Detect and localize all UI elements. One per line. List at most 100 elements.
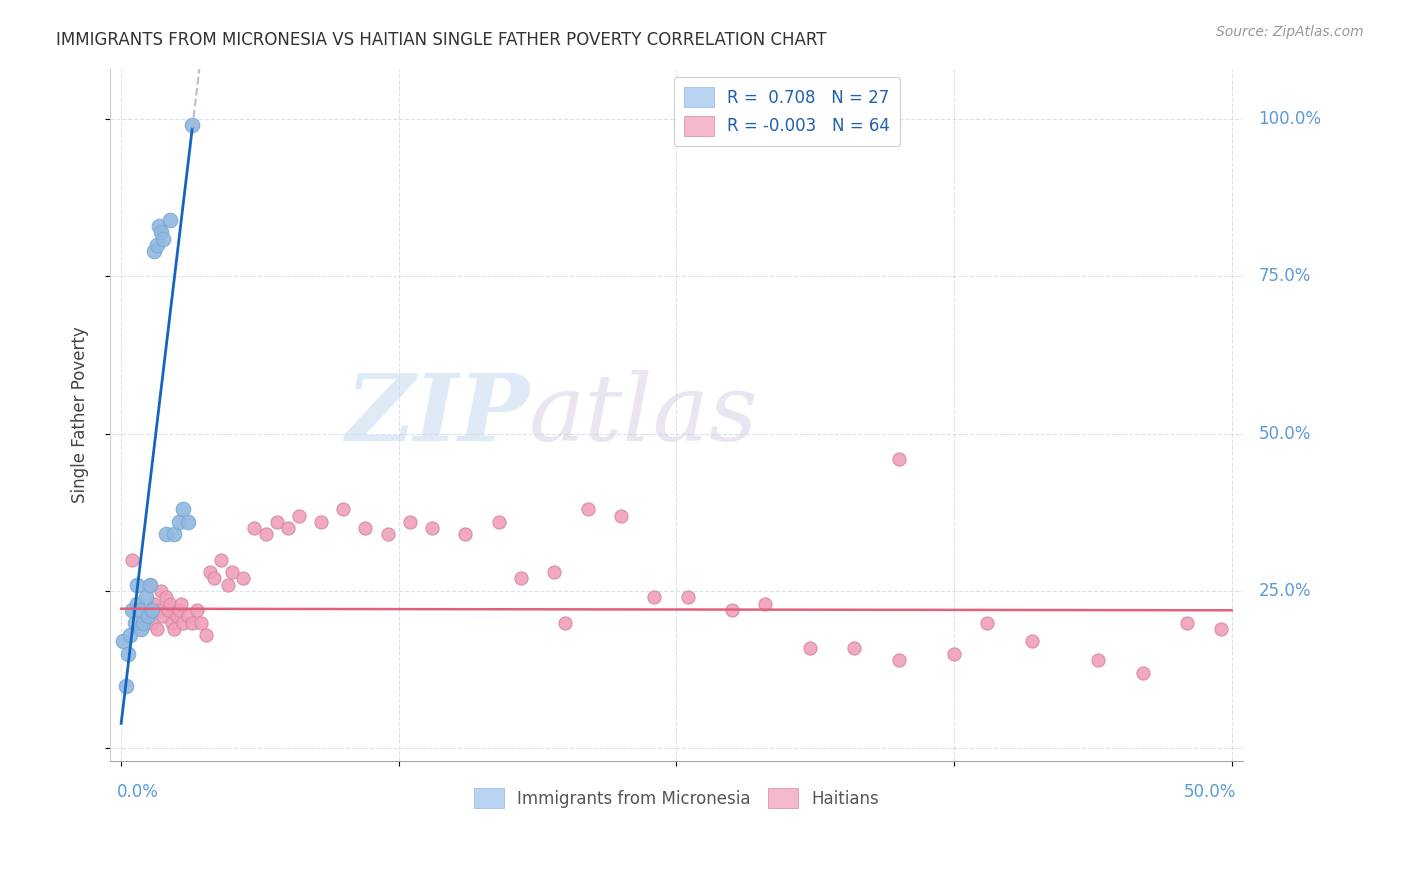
Point (132, 615, 155, 630)
Point (156, 603, 179, 617)
Point (139, 578, 162, 592)
Point (145, 622, 167, 636)
Point (454, 527, 477, 541)
Point (112, 634, 135, 648)
Point (132, 615, 155, 630)
Point (243, 521, 266, 535)
Point (152, 231, 174, 245)
Point (186, 603, 208, 617)
Point (266, 515, 288, 529)
Text: 75.0%: 75.0% (1258, 268, 1310, 285)
Point (543, 565, 565, 579)
Point (721, 603, 744, 617)
Point (799, 640, 821, 655)
Point (141, 615, 163, 630)
Point (181, 118, 204, 132)
Point (209, 552, 232, 566)
Point (887, 653, 910, 667)
Point (754, 597, 776, 611)
Point (610, 508, 633, 523)
Point (976, 615, 998, 630)
Text: 50.0%: 50.0% (1184, 783, 1236, 801)
Point (309, 515, 332, 529)
Point (143, 244, 166, 259)
Point (943, 647, 966, 661)
Point (887, 451, 910, 466)
Point (377, 527, 399, 541)
Point (143, 597, 166, 611)
Point (488, 515, 510, 529)
Point (155, 591, 177, 605)
Point (510, 572, 533, 586)
Point (172, 502, 194, 516)
Point (148, 219, 170, 233)
Point (1175, 615, 1198, 630)
Point (172, 615, 194, 630)
Text: 25.0%: 25.0% (1258, 582, 1310, 600)
Point (141, 603, 163, 617)
Text: atlas: atlas (529, 370, 759, 459)
Point (676, 591, 699, 605)
Point (148, 603, 170, 617)
Point (1132, 665, 1154, 680)
Point (129, 622, 152, 636)
Point (332, 502, 354, 516)
Point (155, 527, 177, 541)
Point (150, 225, 173, 239)
Point (150, 584, 173, 599)
Point (128, 603, 150, 617)
Point (139, 578, 162, 592)
Text: 0.0%: 0.0% (117, 783, 159, 801)
Point (135, 591, 157, 605)
Point (163, 622, 186, 636)
Y-axis label: Single Father Poverty: Single Father Poverty (72, 326, 89, 503)
Point (177, 609, 200, 624)
Point (121, 552, 143, 566)
Point (120, 628, 142, 642)
Point (170, 597, 193, 611)
Point (354, 521, 377, 535)
Point (136, 609, 159, 624)
Point (221, 565, 243, 579)
Point (136, 609, 159, 624)
Point (194, 628, 217, 642)
Point (277, 521, 299, 535)
Point (159, 212, 181, 227)
Point (159, 597, 181, 611)
Text: 50.0%: 50.0% (1258, 425, 1310, 442)
Point (125, 597, 148, 611)
Point (145, 237, 167, 252)
Point (124, 615, 146, 630)
Point (166, 609, 188, 624)
Point (177, 515, 200, 529)
Point (1021, 634, 1043, 648)
Point (842, 640, 865, 655)
Point (254, 527, 277, 541)
Point (125, 578, 148, 592)
Point (217, 578, 239, 592)
Point (128, 603, 150, 617)
Text: IMMIGRANTS FROM MICRONESIA VS HAITIAN SINGLE FATHER POVERTY CORRELATION CHART: IMMIGRANTS FROM MICRONESIA VS HAITIAN SI… (56, 31, 827, 49)
Point (399, 515, 422, 529)
Point (1087, 653, 1109, 667)
Point (117, 647, 139, 661)
Point (198, 565, 221, 579)
Point (167, 515, 190, 529)
Point (167, 603, 190, 617)
Legend: Immigrants from Micronesia, Haitians: Immigrants from Micronesia, Haitians (467, 781, 886, 815)
Point (121, 603, 143, 617)
Point (162, 615, 184, 630)
Text: 100.0%: 100.0% (1258, 110, 1322, 128)
Point (181, 615, 204, 630)
Text: ZIP: ZIP (344, 370, 529, 459)
Text: Source: ZipAtlas.com: Source: ZipAtlas.com (1216, 25, 1364, 39)
Point (163, 527, 186, 541)
Point (288, 508, 311, 523)
Point (204, 572, 226, 586)
Point (576, 502, 599, 516)
Point (114, 679, 136, 693)
Point (420, 521, 443, 535)
Point (554, 615, 576, 630)
Point (232, 572, 254, 586)
Point (643, 591, 665, 605)
